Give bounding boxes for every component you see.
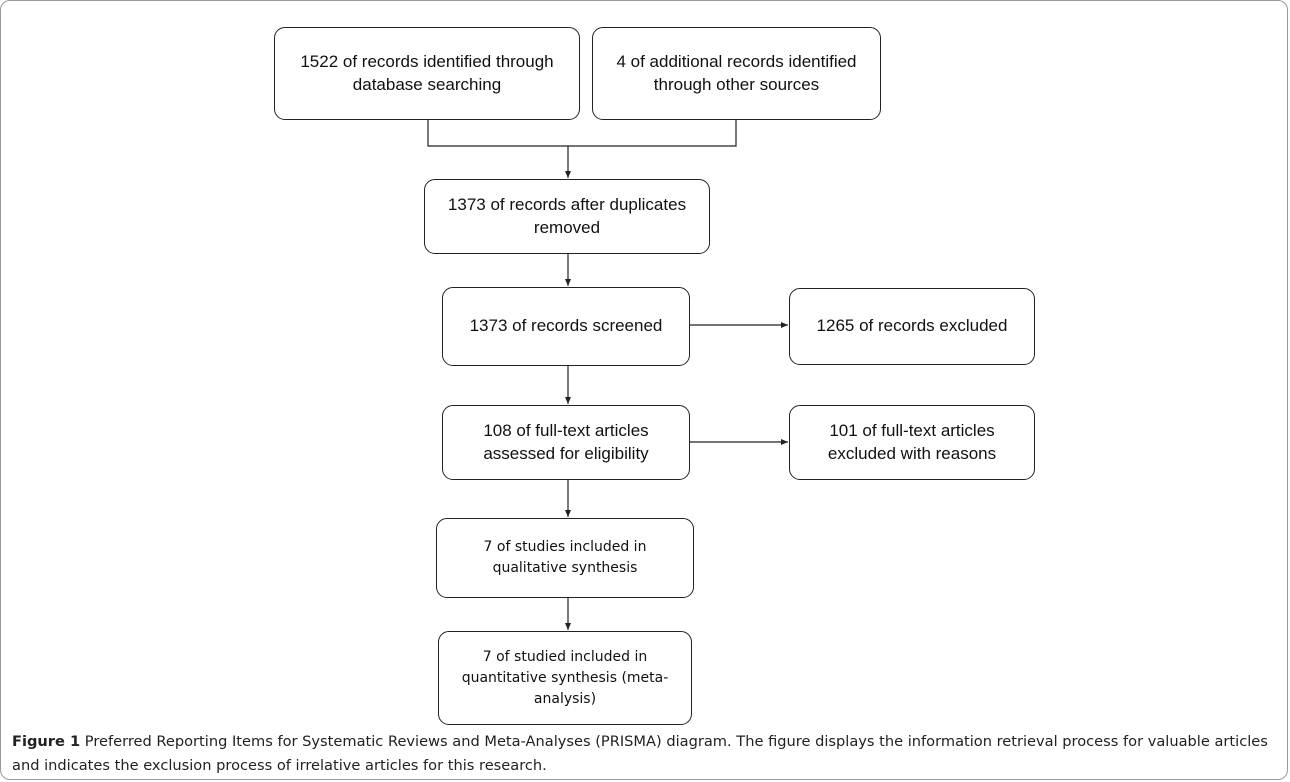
caption-text: Preferred Reporting Items for Systematic… <box>12 733 1268 774</box>
figure-caption: Figure 1 Preferred Reporting Items for S… <box>12 730 1272 778</box>
merge-line <box>427 120 737 147</box>
box-records-identified-database: 1522 of records identified through datab… <box>274 27 580 120</box>
box-records-excluded: 1265 of records excluded <box>789 288 1035 365</box>
box-qualitative-synthesis: 7 of studies included in qualitative syn… <box>436 518 694 598</box>
box-fulltext-assessed: 108 of full-text articles assessed for e… <box>442 405 690 480</box>
box-records-identified-other: 4 of additional records identified throu… <box>592 27 881 120</box>
caption-label: Figure 1 <box>12 733 81 750</box>
box-fulltext-excluded: 101 of full-text articles excluded with … <box>789 405 1035 480</box>
box-quantitative-synthesis: 7 of studied included in quantitative sy… <box>438 631 692 725</box>
box-records-after-duplicates: 1373 of records after duplicates removed <box>424 179 710 254</box>
box-records-screened: 1373 of records screened <box>442 287 690 366</box>
